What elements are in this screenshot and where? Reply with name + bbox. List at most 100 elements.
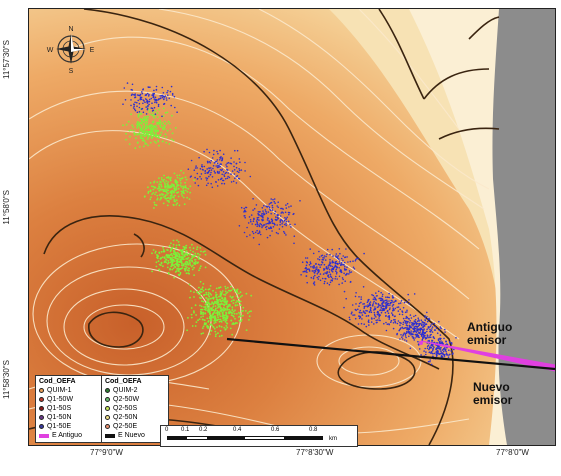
sampling-point (378, 315, 381, 318)
sampling-point (226, 300, 229, 302)
sampling-point (192, 250, 195, 253)
sampling-point (445, 352, 448, 355)
sampling-point (122, 103, 124, 105)
sampling-point (405, 320, 407, 323)
sampling-point (392, 304, 395, 306)
sampling-point (144, 101, 146, 104)
sampling-point (421, 333, 424, 335)
sampling-point (265, 210, 267, 213)
sampling-point (194, 167, 197, 169)
sampling-point (360, 301, 362, 304)
legend-title: Cod_OEFA (105, 378, 142, 385)
sampling-point (285, 204, 287, 206)
sampling-point (332, 255, 334, 257)
sampling-point (416, 328, 418, 330)
sampling-point (440, 350, 442, 353)
latitude-label: 11°57'30"S (2, 40, 11, 80)
sampling-point (176, 111, 178, 113)
sampling-point (208, 295, 211, 298)
sampling-point (277, 201, 279, 203)
sampling-point (276, 224, 278, 226)
sampling-point (143, 139, 145, 142)
sampling-point (150, 125, 153, 128)
sampling-point (193, 311, 195, 314)
sampling-point (318, 256, 321, 258)
sampling-point (444, 349, 447, 352)
sampling-point (225, 325, 228, 327)
sampling-point (387, 310, 389, 312)
sampling-point (206, 160, 209, 163)
sampling-point (382, 305, 384, 308)
map-canvas[interactable]: N S W E (29, 9, 555, 445)
sampling-point (235, 162, 238, 165)
sampling-point (158, 187, 160, 190)
sampling-point (166, 91, 168, 94)
sampling-point (184, 262, 187, 264)
sampling-point (196, 246, 199, 249)
sampling-point (391, 295, 394, 297)
sampling-point (318, 275, 320, 278)
sampling-point (226, 169, 229, 171)
sampling-point (280, 207, 282, 210)
sampling-point (440, 342, 442, 345)
sampling-point (141, 118, 144, 121)
sampling-point (199, 253, 201, 256)
sampling-point (268, 222, 270, 225)
emisor-antiguo-line[interactable] (420, 340, 555, 372)
sampling-point (147, 86, 149, 88)
sampling-point (413, 323, 415, 326)
sampling-point (218, 311, 221, 314)
emisor-nuevo-line[interactable] (226, 337, 555, 371)
sampling-point (344, 274, 347, 276)
sampling-point (143, 132, 146, 135)
sampling-point (212, 289, 214, 292)
sampling-point (417, 334, 420, 337)
map-frame[interactable]: N S W E Antiguo emisor Nuevo emisor Cod_… (28, 8, 556, 446)
sampling-point (167, 94, 169, 96)
sampling-point (159, 180, 162, 183)
sampling-point (145, 113, 148, 115)
sampling-point (169, 249, 172, 252)
legend-item-label: Q2-50E (113, 423, 138, 430)
sampling-point (146, 120, 149, 122)
sampling-point (238, 225, 241, 227)
sampling-point (331, 261, 334, 264)
scale-tick-label: 0.2 (199, 427, 208, 433)
sampling-point (433, 346, 435, 349)
sampling-point (146, 92, 149, 95)
sampling-point (157, 260, 160, 263)
sampling-point (443, 355, 446, 357)
sampling-point (418, 328, 420, 331)
sampling-point (226, 165, 228, 168)
sampling-point (218, 298, 221, 301)
sampling-point (178, 274, 181, 277)
sampling-point (221, 173, 223, 176)
sampling-point (163, 261, 166, 263)
sampling-point (150, 185, 153, 188)
sampling-point (386, 299, 388, 302)
sampling-point (234, 177, 236, 180)
sampling-point (258, 230, 261, 232)
sampling-point (216, 185, 219, 187)
sampling-point (168, 122, 171, 125)
sampling-point (284, 211, 287, 214)
sampling-point (391, 296, 394, 299)
sampling-point (233, 169, 236, 171)
sampling-point (417, 325, 420, 328)
sampling-point (236, 304, 239, 306)
sampling-point (395, 300, 397, 302)
sampling-point (152, 111, 154, 114)
sampling-point (162, 92, 165, 94)
sampling-point (152, 185, 155, 188)
sampling-point (180, 169, 183, 172)
sampling-point (257, 232, 259, 235)
sampling-point (152, 188, 155, 191)
sampling-point (429, 328, 431, 331)
sampling-point (314, 274, 316, 277)
sampling-point (373, 300, 375, 303)
sampling-point (146, 138, 149, 140)
sampling-point (165, 185, 168, 188)
sampling-point (193, 291, 195, 293)
sampling-point (203, 165, 206, 168)
sampling-point (136, 127, 139, 129)
